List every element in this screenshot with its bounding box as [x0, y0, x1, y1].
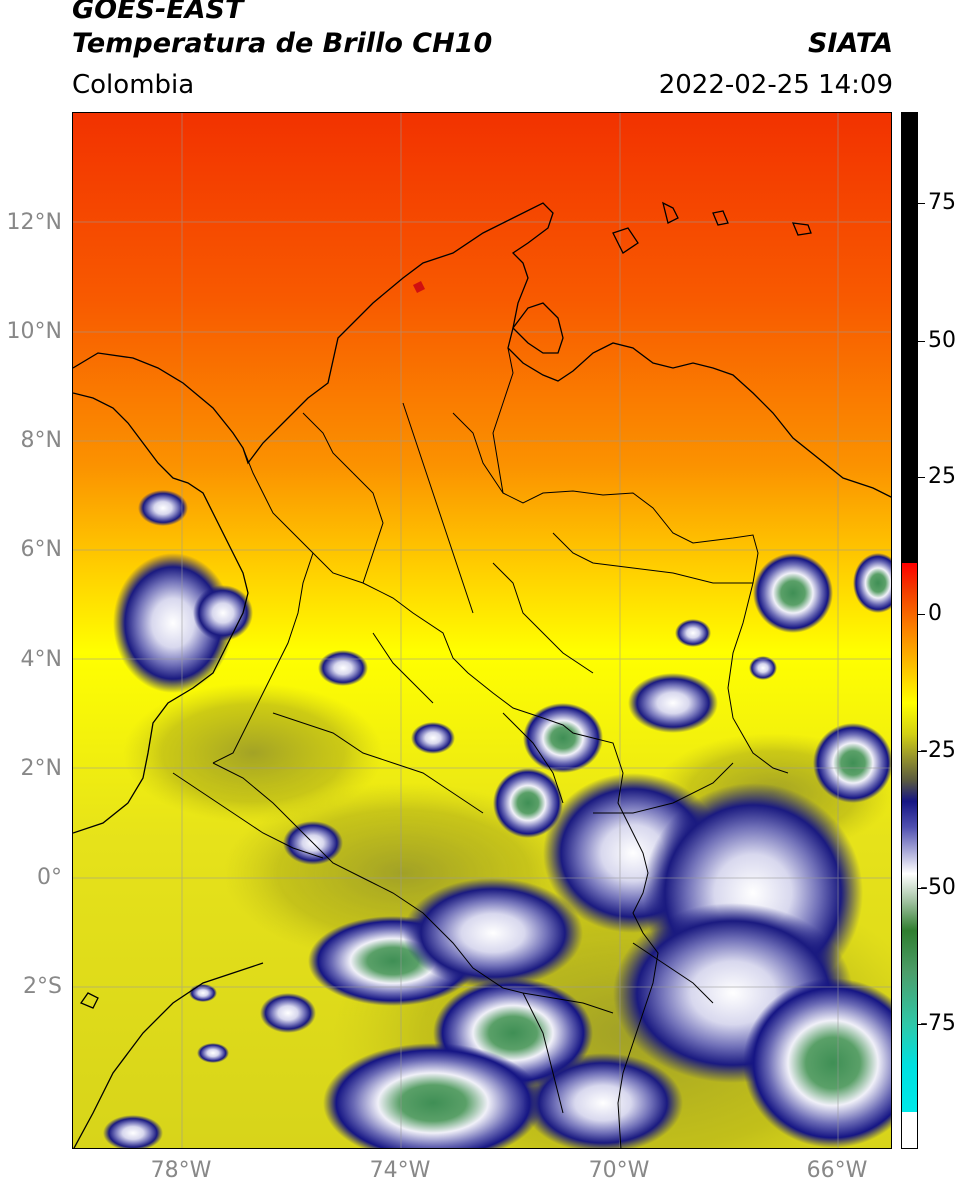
colorbar-tick	[918, 341, 925, 342]
coastlines	[73, 201, 891, 1148]
graticule	[73, 113, 891, 1148]
timestamp-label: 2022-02-25 14:09	[658, 70, 893, 100]
colorbar-tick	[918, 203, 925, 204]
colorbar-label: 25	[928, 464, 956, 489]
lat-tick-label: 12°N	[6, 210, 62, 235]
colorbar-label: 0	[928, 601, 942, 626]
lat-tick-label: 4°N	[20, 647, 62, 672]
region-label: Colombia	[72, 70, 195, 100]
organization-label: SIATA	[807, 28, 893, 59]
title-satellite: GOES-EAST	[72, 0, 244, 25]
title-product: Temperatura de Brillo CH10	[72, 28, 493, 59]
map-panel[interactable]	[72, 112, 892, 1149]
brightness-temperature-map	[73, 113, 891, 1148]
warm-spot	[413, 281, 425, 293]
lat-tick-label: 10°N	[6, 319, 62, 344]
political-borders	[172, 347, 789, 1148]
lat-tick-label: 2°N	[20, 756, 62, 781]
lat-tick-label: 8°N	[20, 428, 62, 453]
lon-tick-label: 70°W	[588, 1158, 650, 1183]
colorbar-label: 75	[928, 190, 956, 215]
lon-tick-label: 74°W	[369, 1158, 431, 1183]
lat-tick-label: 2°S	[23, 974, 62, 999]
lat-tick-label: 6°N	[20, 537, 62, 562]
lon-tick-label: 78°W	[150, 1158, 212, 1183]
colorbar-tick	[918, 888, 925, 889]
colorbar-label: -25	[920, 738, 956, 763]
colorbar-tick	[918, 751, 925, 752]
convective-clouds	[103, 490, 891, 1148]
colorbar-label: -75	[920, 1011, 956, 1036]
colorbar-tick	[918, 614, 925, 615]
colorbar-label: -50	[920, 875, 956, 900]
lon-tick-label: 66°W	[806, 1158, 868, 1183]
colorbar-tick	[918, 477, 925, 478]
colorbar-label: 50	[928, 328, 956, 353]
colorbar-tick	[918, 1024, 925, 1025]
lat-tick-label: 0°	[37, 865, 62, 890]
colorbar	[901, 112, 918, 1149]
